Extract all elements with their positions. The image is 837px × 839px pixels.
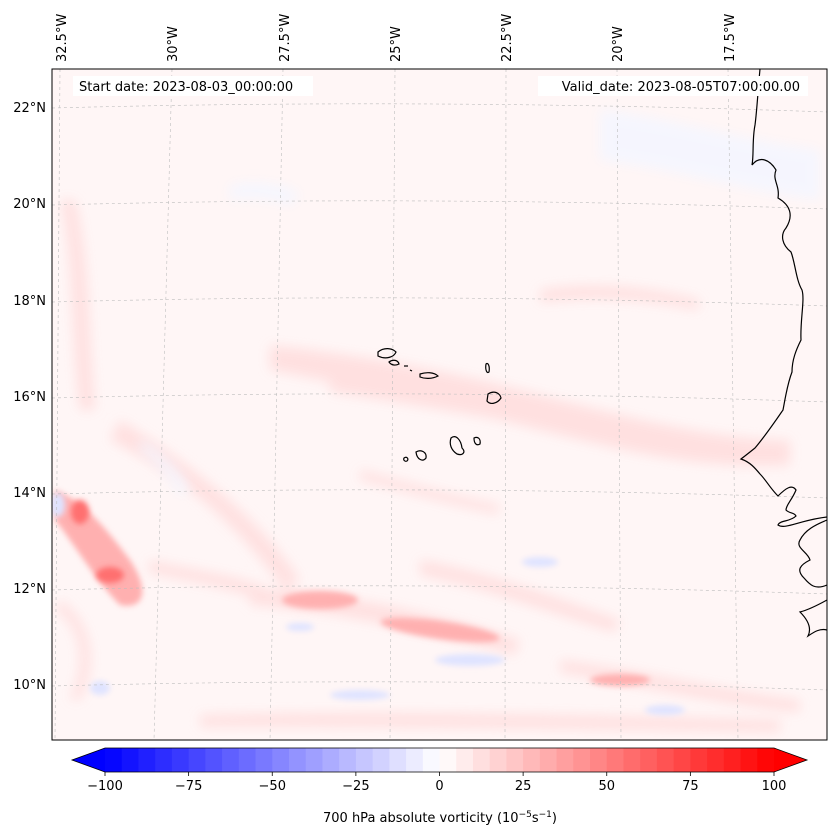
latitude-labels: 22°N 20°N 18°N 16°N 14°N 12°N 10°N [13,101,46,693]
lon-label-22-5w: 22.5°W [500,14,515,62]
colorbar: −100 −75 −50 −25 0 25 50 75 100 700 hPa absolute… [70,747,809,826]
longitude-labels: 32.5°W 30°W 27.5°W 25°W 22.5°W 20°W 17.5… [55,14,738,62]
colorbar-tick-label: −100 [87,779,123,794]
colorbar-segment [406,748,424,772]
lon-label-25w: 25°W [389,26,404,62]
lon-label-17-5w: 17.5°W [723,14,738,62]
colorbar-segment [138,748,156,772]
vorticity-field [52,110,820,732]
colorbar-segment [606,748,625,772]
lat-label-18n: 18°N [13,294,46,309]
lat-label-14n: 14°N [13,486,46,501]
colorbar-tick-label: −25 [342,779,369,794]
colorbar-segment [422,748,441,772]
colorbar-segment [523,748,541,772]
colorbar-ticks: −100 −75 −50 −25 0 25 50 75 100 [87,772,786,794]
colorbar-tick-label: −50 [259,779,286,794]
colorbar-segment [272,748,290,772]
valid-date-box [538,76,808,96]
start-date-label: Start date: 2023-08-03_00:00:00 [79,80,293,95]
colorbar-segment [355,748,374,772]
lat-label-12n: 12°N [13,582,46,597]
colorbar-segment [155,748,173,772]
colorbar-segment [757,748,775,772]
colorbar-tick-label: 75 [682,779,699,794]
colorbar-segment [238,748,257,772]
colorbar-segment [222,748,240,772]
map-area [52,69,827,740]
colorbar-tick-label: 0 [435,779,443,794]
colorbar-segment [188,748,206,772]
colorbar-segment [439,748,457,772]
colorbar-segment [105,748,123,772]
colorbar-extend-max [774,748,807,772]
colorbar-segment [288,748,307,772]
colorbar-segment [640,748,658,772]
colorbar-segment [740,748,758,772]
colorbar-extend-min [72,748,105,772]
colorbar-segment [656,748,675,772]
colorbar-segment [489,748,508,772]
map-frame [51,68,828,741]
colorbar-segment [255,748,273,772]
lat-label-22n: 22°N [13,101,46,116]
colorbar-segments [105,748,775,772]
colorbar-segment [339,748,357,772]
colorbar-segment [389,748,407,772]
colorbar-segment [372,748,390,772]
african-coastline-south [798,519,827,638]
colorbar-segment [690,748,708,772]
colorbar-segment [121,748,140,772]
colorbar-label: 700 hPa absolute vorticity (10−5s−1) [323,810,557,826]
lon-label-20w: 20°W [611,26,626,62]
lon-label-27-5w: 27.5°W [278,14,293,62]
start-date-box [73,76,313,96]
cape-verde-islands [377,348,502,462]
colorbar-segment [590,748,608,772]
colorbar-segment [673,748,691,772]
colorbar-segment [322,748,340,772]
colorbar-segment [539,748,558,772]
african-coastline [739,69,827,527]
valid-date-label: Valid_date: 2023-08-05T07:00:00.00 [562,80,800,95]
lat-label-16n: 16°N [13,390,46,405]
colorbar-tick-label: 100 [762,779,787,794]
colorbar-tick-label: −75 [175,779,202,794]
colorbar-tick-label: 25 [515,779,532,794]
colorbar-segment [205,748,223,772]
colorbar-tick-label: 50 [598,779,615,794]
lon-label-30w: 30°W [166,26,181,62]
gridlines [52,69,827,740]
colorbar-segment [305,748,324,772]
colorbar-segment [723,748,742,772]
colorbar-segment [556,748,574,772]
colorbar-segment [623,748,641,772]
colorbar-segment [573,748,591,772]
lon-label-32-5w: 32.5°W [55,14,70,62]
colorbar-segment [707,748,725,772]
colorbar-segment [506,748,524,772]
colorbar-segment [472,748,491,772]
lat-label-10n: 10°N [13,678,46,693]
lat-label-20n: 20°N [13,197,46,212]
colorbar-segment [171,748,190,772]
colorbar-segment [456,748,474,772]
